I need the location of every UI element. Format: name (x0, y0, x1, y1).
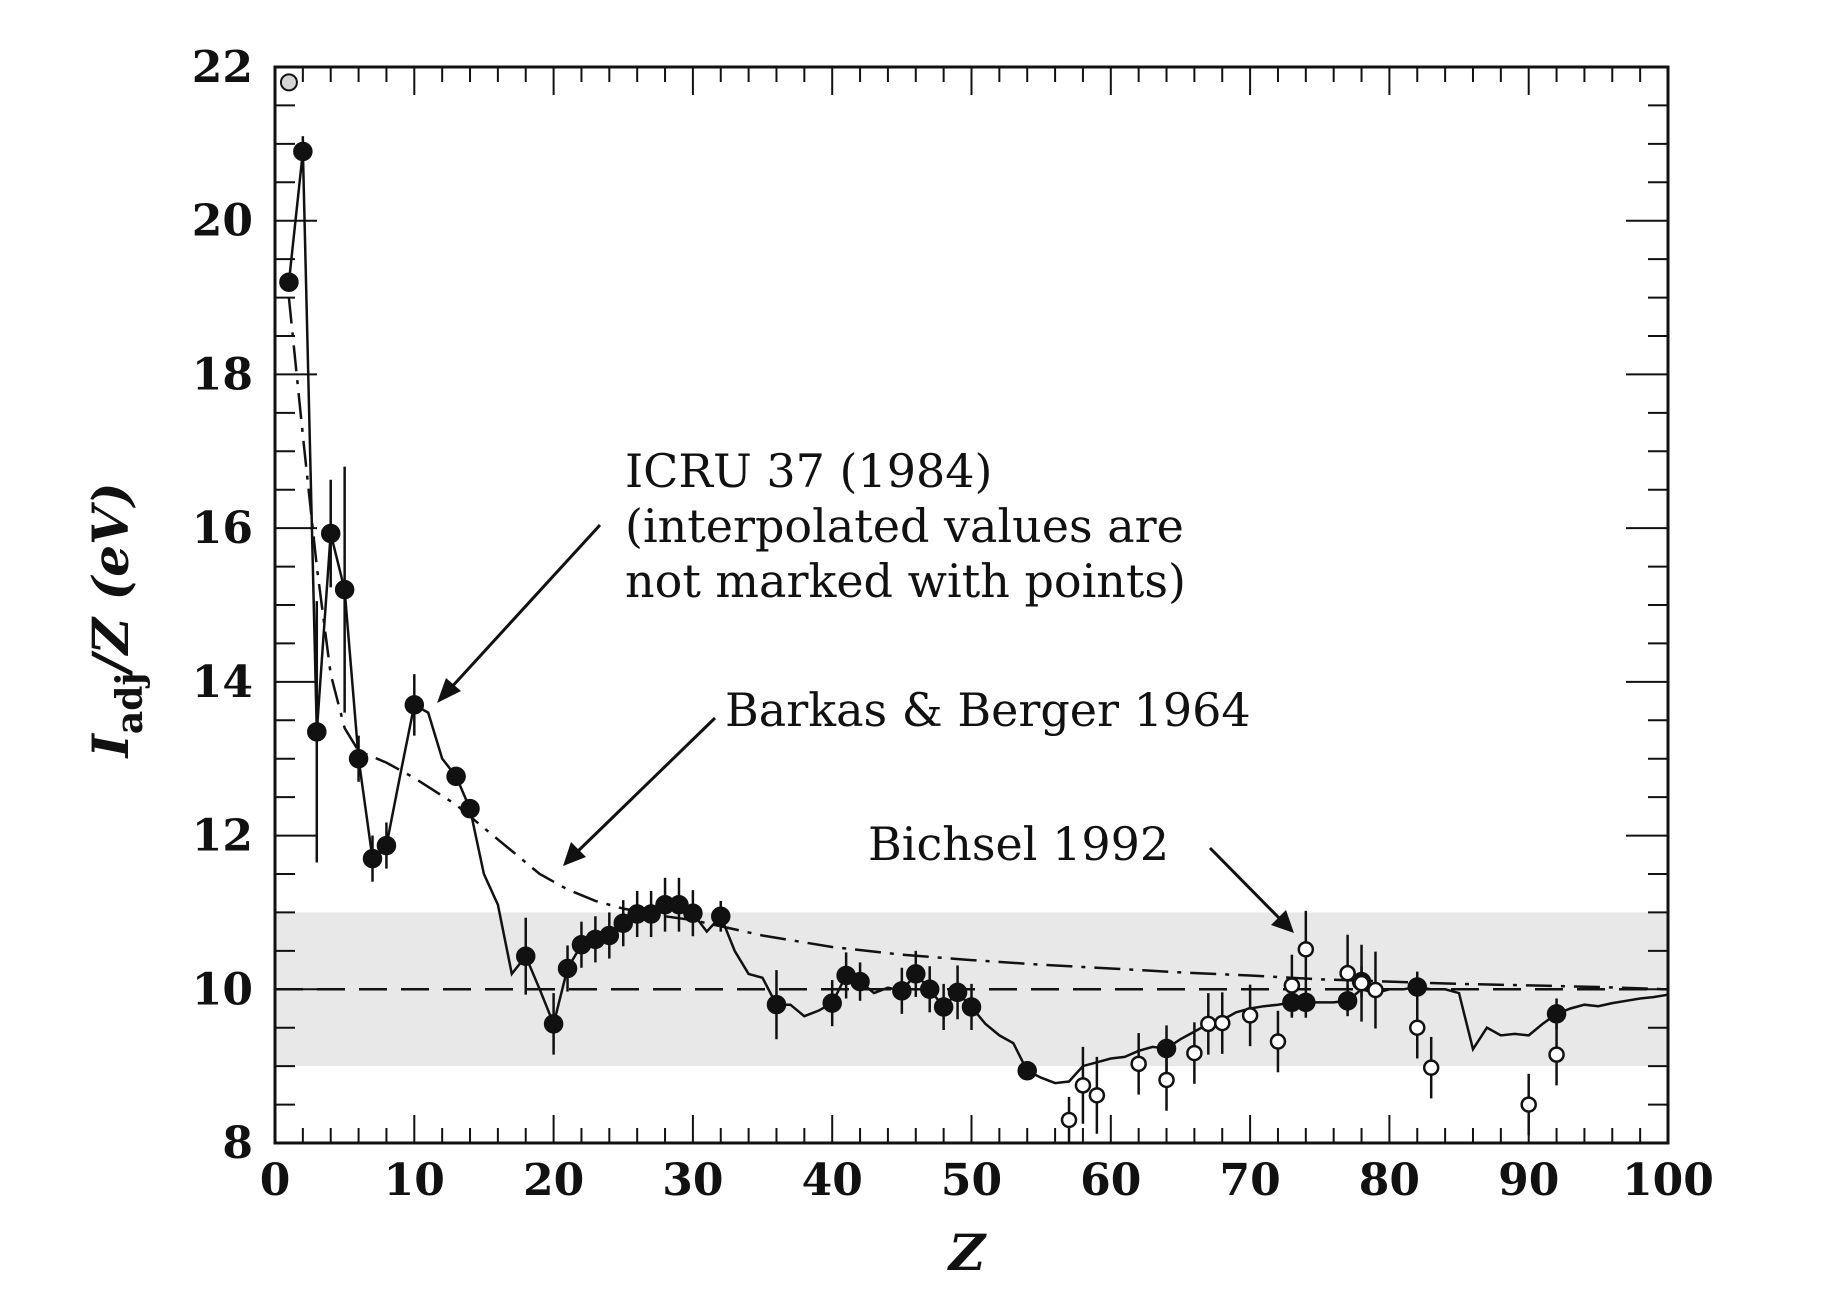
x-tick-label: 100 (1622, 1155, 1714, 1206)
annotation-icru-line3: not marked with points) (625, 554, 1186, 608)
data-point-filled (362, 848, 383, 869)
data-point-filled (1156, 1038, 1177, 1059)
y-tick-label: 22 (192, 42, 253, 93)
y-tick-label: 14 (192, 657, 253, 708)
data-point-open (1158, 1071, 1175, 1089)
annotation-bichsel: Bichsel 1992 (868, 817, 1169, 871)
data-point-filled (404, 695, 425, 715)
data-point-filled (1407, 977, 1428, 997)
data-point-open (1074, 1077, 1092, 1094)
x-tick-label: 60 (1080, 1155, 1141, 1206)
data-point-filled (669, 894, 689, 915)
y-tick-label: 10 (192, 964, 253, 1015)
data-point-open (1283, 977, 1301, 994)
data-point-filled (892, 981, 912, 1001)
data-point-open (1548, 1046, 1565, 1063)
data-point-open (1060, 1111, 1078, 1129)
x-tick-label: 50 (941, 1155, 1002, 1206)
data-point-filled (307, 722, 327, 742)
arrow-barkas (573, 716, 717, 856)
data-point-open (1186, 1044, 1203, 1062)
data-point-open (1367, 981, 1384, 999)
data-point-filled (850, 971, 870, 992)
icru-curve (287, 151, 1669, 1085)
y-axis-label-main: I (81, 733, 140, 760)
x-tick-label: 20 (523, 1155, 584, 1206)
data-point-grey (279, 73, 298, 92)
data-point-open (1088, 1087, 1106, 1104)
x-tick-label: 70 (1219, 1155, 1280, 1206)
y-tick-label: 8 (222, 1118, 253, 1169)
data-point-filled (599, 925, 620, 946)
data-point-filled (933, 997, 954, 1017)
tick-labels-layer: 0 10 20 30 40 50 60 70 80 90 100 8 10 12 14 16 18 20 22 (192, 42, 1714, 1206)
data-point-filled (822, 993, 842, 1013)
data-point-filled (641, 904, 661, 924)
data-point-filled (1017, 1061, 1037, 1081)
data-point-filled (613, 913, 633, 933)
data-point-filled (683, 903, 703, 923)
data-point-filled (1546, 1004, 1567, 1024)
data-point-filled (460, 798, 480, 819)
data-point-open (1520, 1096, 1537, 1113)
data-point-filled (906, 964, 926, 984)
x-tick-label: 90 (1498, 1155, 1559, 1206)
annotation-icru-line2: (interpolated values are (625, 499, 1184, 553)
data-point-filled (279, 272, 299, 292)
data-point-filled (557, 958, 578, 979)
data-point-filled (334, 579, 355, 600)
x-tick-label: 40 (802, 1155, 863, 1206)
data-point-filled (515, 946, 536, 966)
data-point-open (1339, 964, 1356, 982)
x-tick-label: 0 (260, 1155, 291, 1206)
data-point-filled (446, 766, 466, 787)
data-point-filled (766, 994, 787, 1015)
y-tick-label: 12 (192, 811, 253, 862)
data-point-open (1200, 1015, 1217, 1033)
data-point-filled (543, 1014, 564, 1034)
y-tick-label: 16 (192, 503, 253, 554)
data-point-open (1409, 1019, 1426, 1036)
x-tick-label: 30 (662, 1155, 723, 1206)
y-axis-label-rest: /Z (eV) (81, 482, 140, 676)
data-point-filled (376, 835, 397, 856)
y-axis-label: Iadj/Z (eV) (81, 482, 151, 759)
x-tick-label: 80 (1359, 1155, 1420, 1206)
annotation-arrows (437, 523, 1294, 933)
data-point-filled (919, 979, 940, 1000)
x-tick-label: 10 (384, 1155, 445, 1206)
data-point-filled (961, 997, 982, 1017)
data-point-filled (947, 982, 968, 1003)
y-tick-label: 20 (192, 196, 253, 247)
arrow-icru (447, 523, 602, 692)
barkas-curve (287, 297, 1669, 991)
x-axis-label: Z (947, 1223, 988, 1282)
annotation-icru-line1: ICRU 37 (1984) (625, 444, 993, 498)
data-point-filled (1337, 991, 1358, 1011)
curves-layer (287, 151, 1669, 1085)
data-point-open (1297, 941, 1315, 958)
data-point-filled (1296, 992, 1316, 1013)
arrow-barkas-head (563, 842, 586, 866)
y-axis-label-sub: adj (109, 673, 151, 735)
data-point-filled (293, 141, 313, 162)
annotation-barkas: Barkas & Berger 1964 (725, 683, 1251, 737)
data-point-open (1213, 1014, 1231, 1032)
arrow-icru-head (437, 678, 461, 703)
arrow-bichsel-head (1271, 910, 1294, 933)
data-point-open (1241, 1007, 1259, 1024)
data-point-filled (348, 748, 369, 769)
ticks-layer (274, 66, 1669, 1144)
points-layer (279, 73, 1567, 1129)
data-point-filled (711, 906, 731, 927)
data-point-open (1353, 974, 1370, 992)
data-point-open (1422, 1059, 1440, 1076)
data-point-open (1130, 1055, 1147, 1073)
data-point-filled (320, 523, 341, 544)
y-tick-label: 18 (192, 349, 253, 400)
arrow-bichsel (1208, 846, 1285, 924)
data-point-open (1269, 1033, 1287, 1050)
